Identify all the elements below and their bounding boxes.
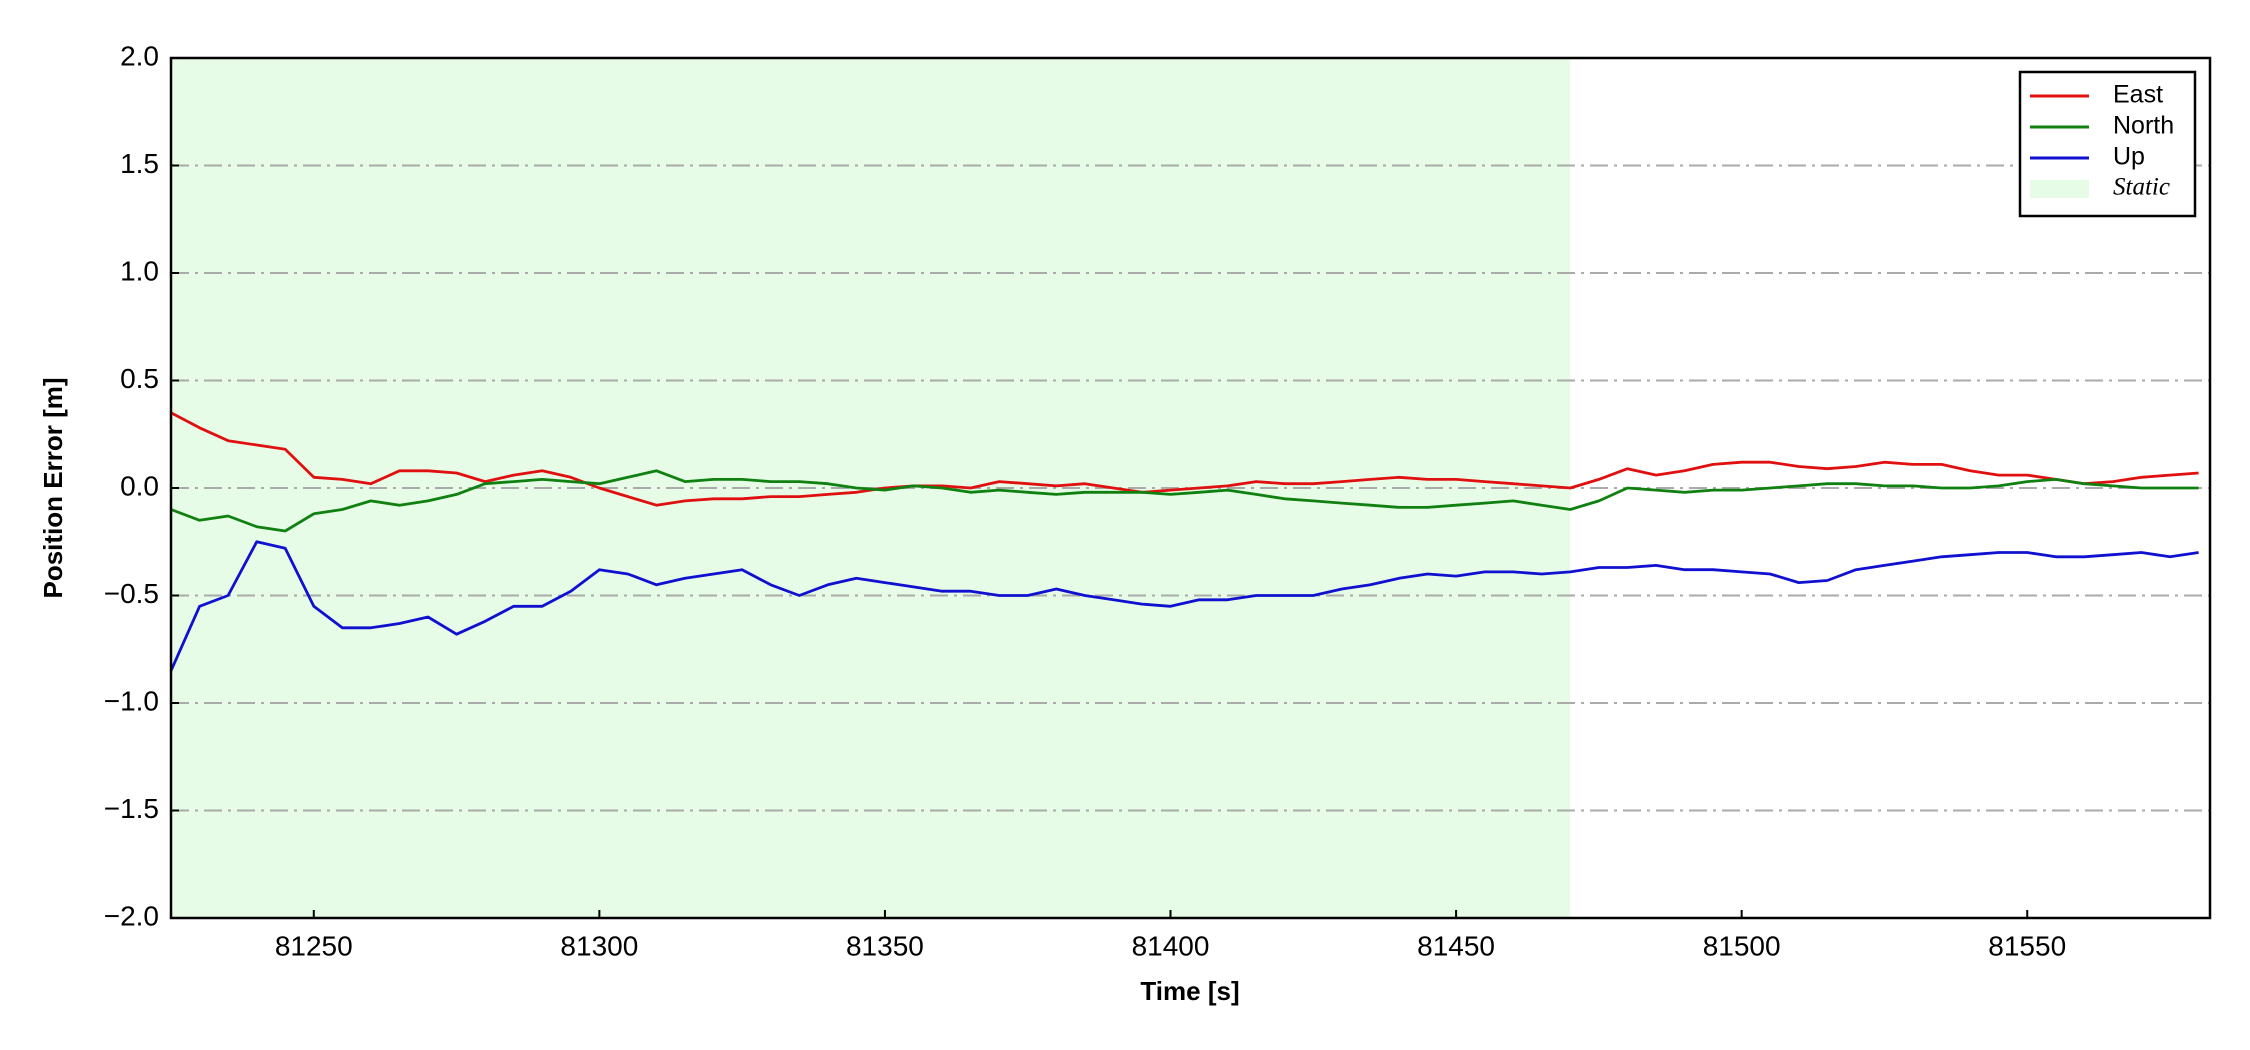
y-tick-label: −1.5 xyxy=(104,793,159,824)
x-tick-label: 81400 xyxy=(1132,930,1210,961)
y-tick-label: −1.0 xyxy=(104,685,159,716)
y-tick-label: −0.5 xyxy=(104,578,159,609)
x-tick-label: 81550 xyxy=(1988,930,2066,961)
x-tick-label: 81250 xyxy=(275,930,353,961)
y-tick-label: 2.0 xyxy=(120,40,159,71)
legend-swatch xyxy=(2030,180,2089,198)
legend-label: Static xyxy=(2113,174,2170,201)
x-tick-label: 81500 xyxy=(1703,930,1781,961)
x-tick-label: 81450 xyxy=(1417,930,1495,961)
y-tick-label: −2.0 xyxy=(104,900,159,931)
legend-label: North xyxy=(2113,112,2174,140)
y-axis-label: Position Error [m] xyxy=(38,377,68,598)
legend-label: Up xyxy=(2113,143,2145,171)
x-tick-label: 81350 xyxy=(846,930,924,961)
x-axis-label: Time [s] xyxy=(1140,976,1239,1006)
legend-label: East xyxy=(2113,81,2163,109)
y-tick-label: 1.5 xyxy=(120,148,159,179)
series-line xyxy=(169,540,2199,672)
y-tick-label: 0.5 xyxy=(120,363,159,394)
series-line xyxy=(170,411,2199,507)
series-line xyxy=(170,469,2199,533)
plot-frame xyxy=(169,56,2212,920)
y-tick-label: 1.0 xyxy=(120,255,159,286)
y-tick-label: 0.0 xyxy=(120,470,159,501)
x-tick-label: 81300 xyxy=(560,930,638,961)
